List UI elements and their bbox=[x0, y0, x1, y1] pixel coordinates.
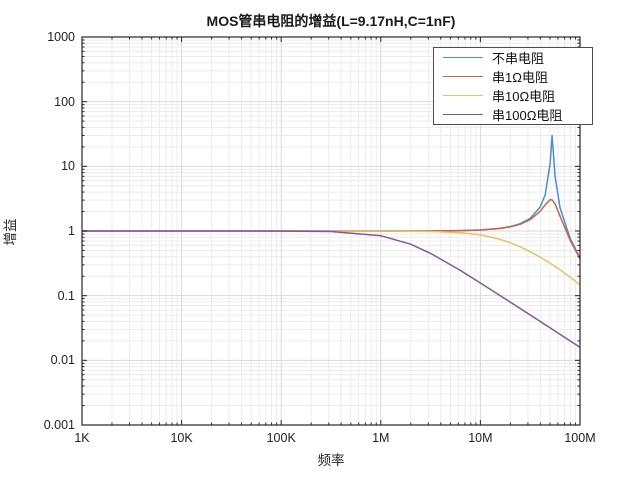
series-line bbox=[82, 134, 581, 259]
legend-item: 串100Ω电阻 bbox=[434, 105, 592, 123]
chart-title: MOS管串电阻的增益(L=9.17nH,C=1nF) bbox=[206, 13, 456, 29]
series-line bbox=[82, 230, 581, 348]
legend-line-sample bbox=[443, 57, 483, 59]
y-tick-label: 100 bbox=[54, 94, 75, 109]
legend-item: 不串电阻 bbox=[434, 49, 592, 67]
legend-label: 不串电阻 bbox=[492, 51, 545, 67]
y-tick-label: 0.01 bbox=[50, 353, 75, 368]
legend-line-sample bbox=[443, 113, 483, 115]
x-tick-label: 100K bbox=[266, 431, 296, 445]
legend-item: 串10Ω电阻 bbox=[434, 86, 592, 104]
axes-box bbox=[81, 36, 581, 426]
x-tick-label: 100M bbox=[564, 431, 596, 445]
legend-line-sample bbox=[443, 94, 483, 96]
y-tick-label: 1000 bbox=[47, 30, 75, 44]
series-line bbox=[82, 198, 581, 260]
legend-label: 串100Ω电阻 bbox=[492, 107, 563, 123]
legend-line-sample bbox=[443, 76, 483, 78]
legend-item: 串1Ω电阻 bbox=[434, 68, 592, 86]
legend-box: 不串电阻 串1Ω电阻 串10Ω电阻 串100Ω电阻 bbox=[433, 47, 593, 125]
x-tick-label: 10K bbox=[170, 431, 193, 445]
x-axis-label: 频率 bbox=[317, 453, 345, 468]
y-tick-label: 1 bbox=[68, 224, 75, 238]
legend-label: 串10Ω电阻 bbox=[492, 88, 556, 104]
x-tick-label: 1K bbox=[74, 431, 90, 445]
x-tick-label: 1M bbox=[372, 431, 390, 445]
y-tick-label: 0.001 bbox=[43, 418, 75, 432]
y-tick-label: 0.1 bbox=[57, 288, 75, 303]
legend-label: 串1Ω电阻 bbox=[492, 70, 548, 86]
series-line bbox=[82, 230, 581, 286]
y-tick-label: 10 bbox=[61, 159, 75, 174]
x-tick-label: 10M bbox=[468, 431, 493, 445]
